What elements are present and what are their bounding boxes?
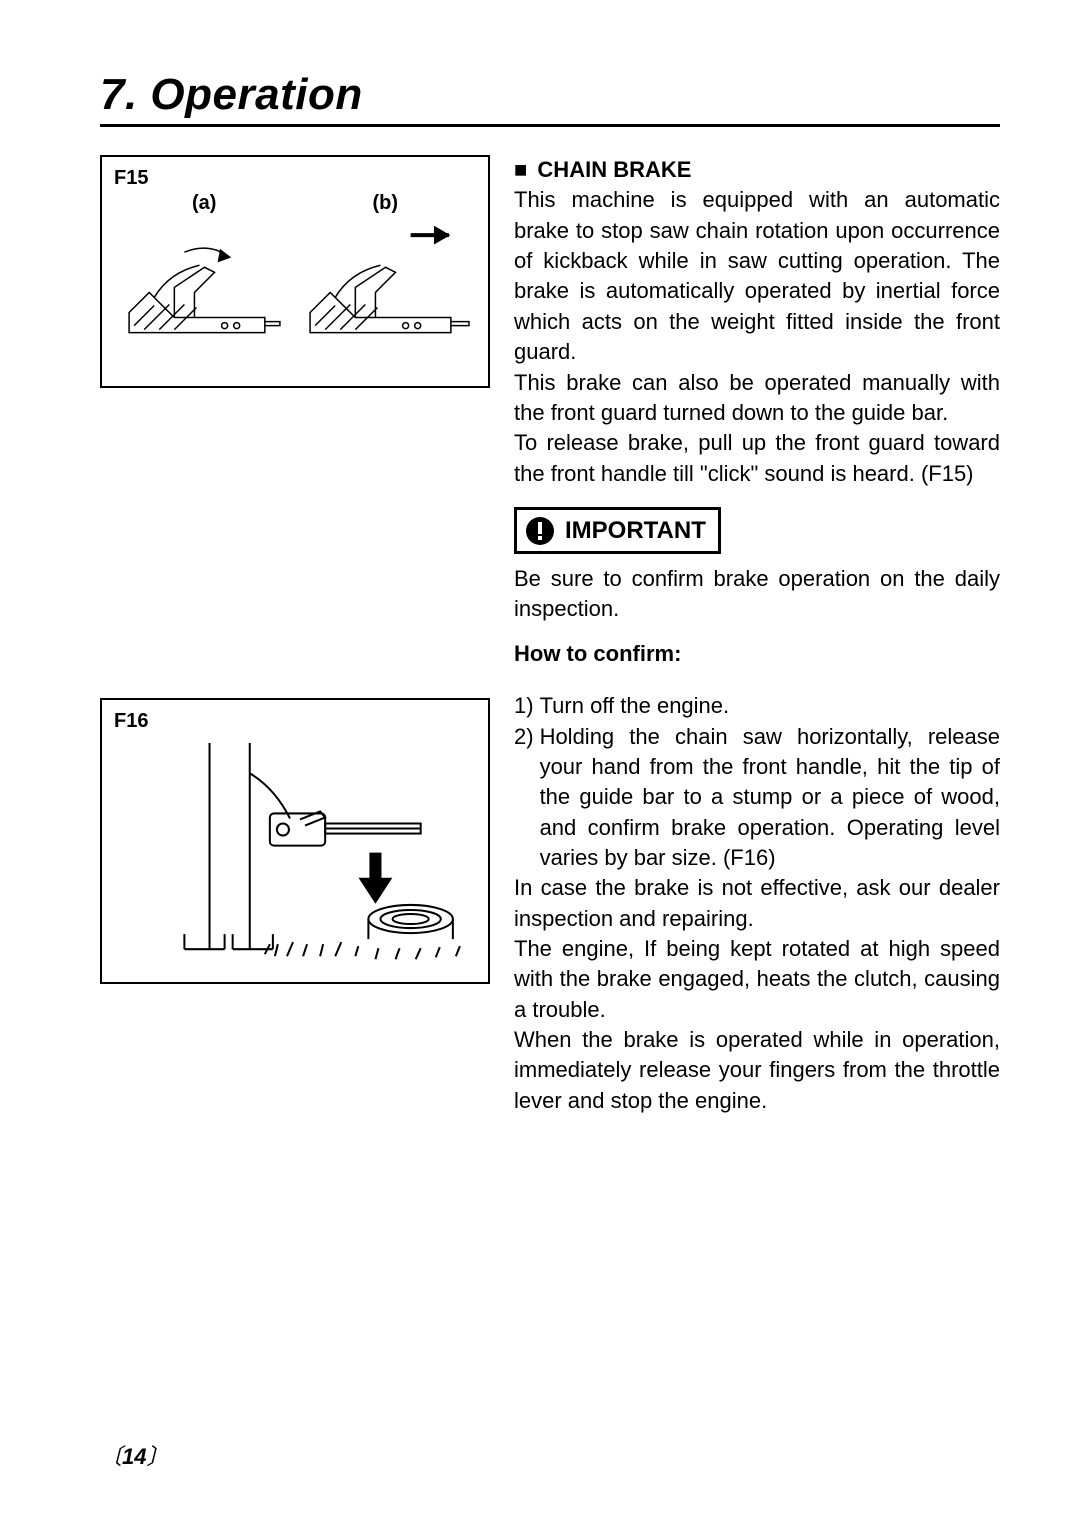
confirm-step-2: 2) Holding the chain saw horizontally, r…: [514, 722, 1000, 874]
chain-brake-p2: This brake can also be operated manually…: [514, 368, 1000, 429]
confirm-after-p2: The engine, If being kept rotated at hig…: [514, 934, 1000, 1025]
figure-f15-caption-a: (a): [192, 192, 216, 215]
two-column-layout: F15 (a) (b): [100, 155, 1000, 1116]
important-callout: IMPORTANT: [514, 507, 721, 554]
confirm-after-p1: In case the brake is not effective, ask …: [514, 873, 1000, 934]
figure-f15-captions: (a) (b): [114, 192, 476, 215]
list-text: Holding the chain saw horizontally, rele…: [534, 722, 1000, 874]
title-rule: 7. Operation: [100, 70, 1000, 127]
figure-f15-caption-b: (b): [372, 192, 398, 215]
page: 7. Operation F15 (a) (b): [0, 0, 1080, 1526]
list-number: 2): [514, 722, 534, 874]
exclamation-icon: [525, 516, 555, 546]
spacer: [100, 388, 490, 698]
left-column: F15 (a) (b): [100, 155, 490, 1116]
figure-f16: F16: [100, 698, 490, 984]
chain-brake-heading: CHAIN BRAKE: [537, 157, 691, 182]
page-title: 7. Operation: [100, 70, 1000, 120]
chain-brake-heading-line: ■ CHAIN BRAKE: [514, 155, 1000, 185]
figure-label: F15: [114, 167, 476, 190]
figure-f15: F15 (a) (b): [100, 155, 490, 388]
figure-label: F16: [114, 710, 476, 733]
important-label: IMPORTANT: [565, 514, 706, 547]
chain-brake-p3: To release brake, pull up the front guar…: [514, 428, 1000, 489]
square-bullet: ■: [514, 157, 527, 182]
page-number: 〔14〕: [100, 1439, 169, 1471]
person-chainsaw-stump-icon: [114, 733, 476, 964]
list-text: Turn off the engine.: [534, 691, 1000, 721]
page-number-open: 〔: [100, 1444, 122, 1469]
how-to-confirm-heading: How to confirm:: [514, 639, 1000, 669]
confirm-step-1: 1) Turn off the engine.: [514, 691, 1000, 721]
page-number-value: 14: [122, 1444, 146, 1469]
right-column: ■ CHAIN BRAKE This machine is equipped w…: [514, 155, 1000, 1116]
confirm-after-p3: When the brake is operated while in oper…: [514, 1025, 1000, 1116]
page-number-close: 〕: [147, 1444, 169, 1469]
chain-brake-p1: This machine is equipped with an automat…: [514, 185, 1000, 367]
important-text: Be sure to confirm brake operation on th…: [514, 564, 1000, 625]
chainsaw-diagram-icon: [114, 217, 476, 368]
list-number: 1): [514, 691, 534, 721]
